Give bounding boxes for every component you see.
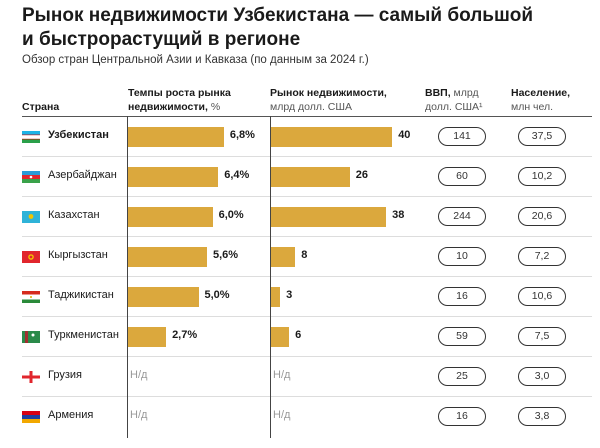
header-gdp: ВВП, млрд долл. США¹	[425, 86, 483, 114]
header-market: Рынок недвижимости, млрд долл. США	[270, 86, 387, 114]
title-line-1: Рынок недвижимости Узбекистана — самый б…	[22, 5, 534, 26]
market-bar	[271, 327, 290, 347]
growth-bar	[128, 167, 219, 187]
header-country-label: Страна	[22, 101, 60, 113]
country-name: Грузия	[48, 369, 82, 381]
armenia-flag-icon	[22, 411, 40, 423]
header-population-unit: млн чел.	[511, 101, 554, 113]
population-value-pill: 7,5	[518, 327, 566, 346]
tajikistan-flag-icon	[22, 291, 40, 303]
market-na-label: Н/д	[273, 409, 291, 421]
growth-value-label: 6,8%	[229, 129, 255, 141]
country-name: Азербайджан	[48, 169, 117, 181]
growth-bar	[128, 287, 199, 307]
country-name: Таджикистан	[48, 289, 114, 301]
table-row: Армения Н/д Н/д 16 3,8	[22, 397, 592, 437]
title-line-2: и быстрорастущий в регионе	[22, 29, 301, 50]
georgia-flag-icon	[22, 371, 40, 383]
population-value-pill: 10,6	[518, 287, 566, 306]
growth-value-label: 5,0%	[204, 289, 230, 301]
market-bar	[271, 207, 387, 227]
country-name: Казахстан	[48, 209, 100, 221]
gdp-value-pill: 141	[438, 127, 486, 146]
row-divider	[22, 196, 592, 197]
header-gdp-label: ВВП,	[425, 87, 451, 99]
gdp-value-pill: 10	[438, 247, 486, 266]
growth-value-label: 6,4%	[224, 169, 250, 181]
market-bar	[271, 127, 393, 147]
market-bar	[271, 167, 350, 187]
row-divider	[22, 236, 592, 237]
country-name: Кыргызстан	[48, 249, 108, 261]
growth-value-label: 6,0%	[218, 209, 244, 221]
gdp-value-pill: 25	[438, 367, 486, 386]
gdp-value-pill: 16	[438, 407, 486, 426]
market-value-label: 8	[301, 249, 308, 261]
population-value-pill: 20,6	[518, 207, 566, 226]
header-population: Население, млн чел.	[511, 86, 570, 114]
header-divider	[22, 116, 592, 117]
gdp-value-pill: 59	[438, 327, 486, 346]
header-growth-unit: %	[207, 101, 221, 113]
subtitle: Обзор стран Центральной Азии и Кавказа (…	[22, 54, 369, 66]
uzbekistan-flag-icon	[22, 131, 40, 143]
growth-bar	[128, 207, 213, 227]
growth-na-label: Н/д	[130, 369, 148, 381]
table-row: Узбекистан 6,8% 40 141 37,5	[22, 117, 592, 157]
kyrgyzstan-flag-icon	[22, 251, 40, 263]
row-divider	[22, 156, 592, 157]
header-country: Страна	[22, 100, 59, 114]
growth-value-label: 5,6%	[212, 249, 239, 261]
azerbaijan-flag-icon	[22, 171, 40, 183]
table-row: Грузия Н/д Н/д 25 3,0	[22, 357, 592, 397]
population-value-pill: 37,5	[518, 127, 566, 146]
country-name: Армения	[48, 409, 94, 421]
market-value-label: 3	[286, 289, 293, 301]
table-row: Таджикистан 5,0% 3 16 10,6	[22, 277, 592, 317]
header-gdp-unit: млрд	[450, 87, 479, 99]
header-growth: Темпы роста рынка недвижимости, %	[128, 86, 268, 114]
growth-value-label: 2,7%	[172, 329, 198, 341]
gdp-value-pill: 244	[438, 207, 486, 226]
header-market-label: Рынок недвижимости,	[270, 87, 387, 99]
header-population-label: Население,	[511, 87, 571, 99]
growth-bar	[128, 127, 224, 147]
market-axis-line	[270, 116, 271, 438]
row-divider	[22, 276, 592, 277]
page-title: Рынок недвижимости Узбекистана — самый б…	[22, 4, 533, 52]
row-divider	[22, 316, 592, 317]
turkmenistan-flag-icon	[22, 331, 40, 343]
table-row: Азербайджан 6,4% 26 60 10,2	[22, 157, 592, 197]
country-name: Туркменистан	[48, 329, 119, 341]
market-na-label: Н/д	[273, 369, 291, 381]
row-divider	[22, 356, 592, 357]
growth-bar	[128, 327, 167, 347]
kazakhstan-flag-icon	[22, 211, 40, 223]
market-value-label: 40	[398, 129, 411, 141]
market-bar	[271, 247, 296, 267]
country-name: Узбекистан	[48, 129, 109, 141]
table-row: Казахстан 6,0% 38 244 20,6	[22, 197, 592, 237]
header-market-unit: млрд долл. США	[270, 101, 353, 113]
row-divider	[22, 396, 592, 397]
population-value-pill: 10,2	[518, 167, 566, 186]
population-value-pill: 3,8	[518, 407, 566, 426]
table-row: Туркменистан 2,7% 6 59 7,5	[22, 317, 592, 357]
growth-axis-line	[127, 116, 128, 438]
population-value-pill: 7,2	[518, 247, 566, 266]
gdp-value-pill: 16	[438, 287, 486, 306]
market-bar	[271, 287, 281, 307]
population-value-pill: 3,0	[518, 367, 566, 386]
gdp-value-pill: 60	[438, 167, 486, 186]
header-gdp-unit-2: долл. США¹	[425, 101, 483, 113]
table-row: Кыргызстан 5,6% 8 10 7,2	[22, 237, 592, 277]
market-value-label: 6	[295, 329, 302, 341]
market-value-label: 38	[392, 209, 405, 221]
growth-na-label: Н/д	[130, 409, 148, 421]
market-value-label: 26	[355, 169, 369, 181]
growth-bar	[128, 247, 207, 267]
header-growth-label: Темпы роста рынка недвижимости,	[128, 87, 231, 113]
